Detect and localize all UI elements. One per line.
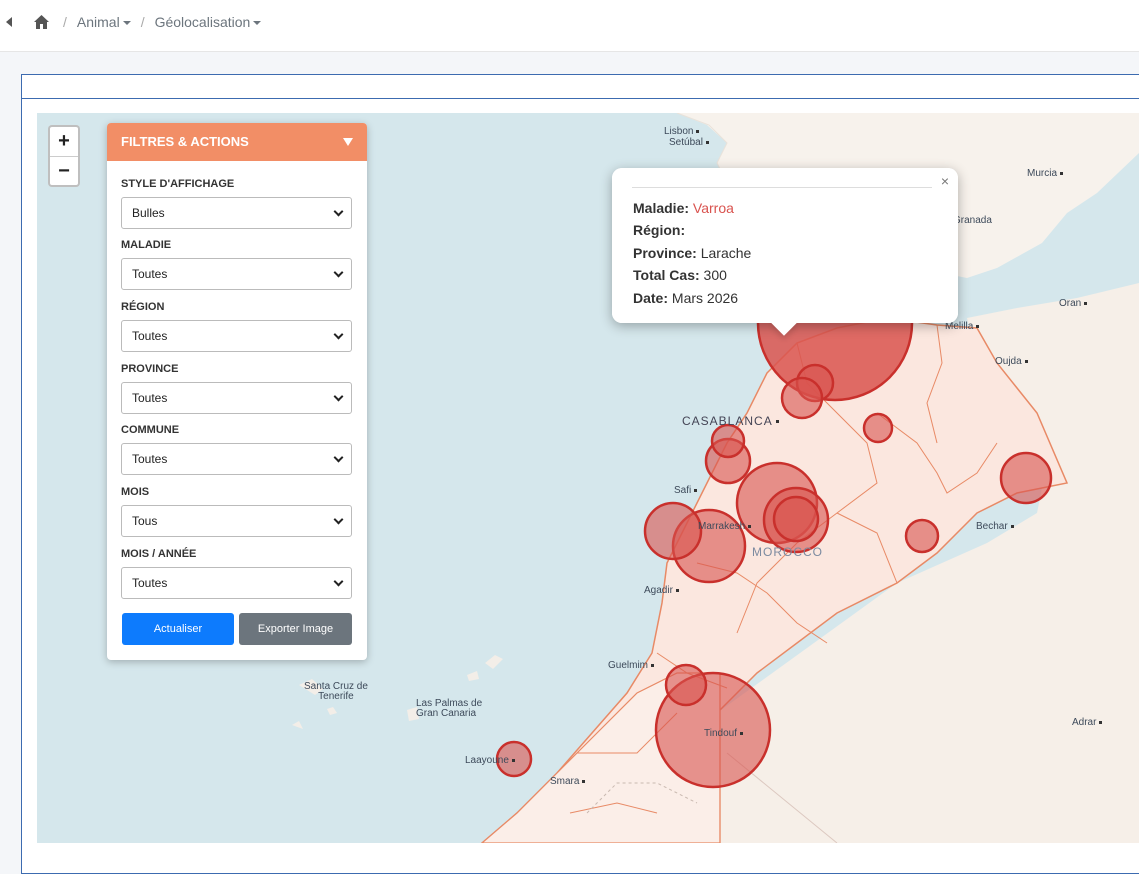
label-granada: Granada	[953, 215, 992, 226]
province-select[interactable]: Toutes	[121, 382, 352, 414]
label-adrar: Adrar	[1072, 717, 1103, 728]
case-bubble[interactable]	[643, 501, 703, 561]
label-las-palmas: Las Palmas de Gran Canaria	[416, 698, 483, 719]
filter-style: STYLE D'AFFICHAGE Bulles	[121, 178, 352, 229]
case-bubble[interactable]	[780, 376, 824, 420]
case-bubble[interactable]	[904, 518, 940, 554]
filter-mois: MOIS Tous	[121, 486, 352, 537]
popup-maladie: Maladie: Varroa	[633, 200, 734, 216]
label-oujda: Oujda	[995, 356, 1028, 367]
chevron-down-icon	[333, 267, 344, 278]
filters-panel: FILTRES & ACTIONS STYLE D'AFFICHAGE Bull…	[107, 123, 367, 660]
label-marrakesh: Marrakesh	[698, 521, 752, 532]
breadcrumb-animal[interactable]: Animal	[77, 14, 131, 30]
collapse-triangle-icon[interactable]	[343, 138, 353, 146]
filter-commune: COMMUNE Toutes	[121, 424, 352, 475]
mois-select[interactable]: Tous	[121, 505, 352, 537]
label-agadir: Agadir	[644, 585, 679, 596]
filter-mois-annee: MOIS / ANNÉE Toutes	[121, 548, 352, 599]
map-popup: × Maladie: Varroa Région: Province: Lara…	[612, 168, 958, 336]
chevron-down-icon	[333, 391, 344, 402]
region-select[interactable]: Toutes	[121, 320, 352, 352]
popup-region: Région:	[633, 222, 686, 238]
popup-total-cas: Total Cas: 300	[633, 267, 727, 283]
filter-region: RÉGION Toutes	[121, 301, 352, 352]
refresh-button[interactable]: Actualiser	[122, 613, 234, 645]
zoom-control: + −	[48, 125, 80, 187]
caret-down-icon	[253, 21, 262, 26]
label-morocco: MOROCCO	[752, 545, 823, 559]
popup-date: Date: Mars 2026	[633, 290, 739, 306]
label-bechar: Bechar	[976, 521, 1014, 532]
home-icon[interactable]	[34, 15, 49, 29]
filters-panel-header[interactable]: FILTRES & ACTIONS	[107, 123, 367, 161]
popup-province: Province: Larache	[633, 245, 752, 261]
chevron-down-icon	[333, 576, 344, 587]
mois-annee-select[interactable]: Toutes	[121, 567, 352, 599]
commune-select[interactable]: Toutes	[121, 443, 352, 475]
breadcrumb-geolocalisation[interactable]: Géolocalisation	[155, 14, 262, 30]
chevron-down-icon	[333, 452, 344, 463]
filter-province: PROVINCE Toutes	[121, 363, 352, 414]
case-bubble[interactable]	[772, 495, 820, 543]
label-oran: Oran	[1059, 298, 1088, 309]
case-bubble[interactable]	[664, 663, 708, 707]
label-lisbon: Lisbon	[664, 126, 700, 137]
label-tindouf: Tindouf	[704, 728, 743, 739]
breadcrumb: / Animal / Géolocalisation	[6, 14, 262, 30]
map-basemap	[292, 113, 1139, 843]
label-smara: Smara	[550, 776, 586, 787]
card-header	[22, 75, 1139, 99]
label-laayoune: Laayoune	[465, 755, 515, 766]
chevron-down-icon	[333, 329, 344, 340]
top-bar: / Animal / Géolocalisation	[0, 0, 1139, 52]
case-bubble[interactable]	[862, 412, 894, 444]
label-safi: Safi	[674, 485, 698, 496]
back-arrow-icon[interactable]	[6, 17, 12, 27]
maladie-select[interactable]: Toutes	[121, 258, 352, 290]
export-image-button[interactable]: Exporter Image	[239, 613, 352, 645]
zoom-out-button[interactable]: −	[50, 156, 78, 185]
filter-maladie: MALADIE Toutes	[121, 239, 352, 290]
chevron-down-icon	[333, 206, 344, 217]
label-setubal: Setúbal	[669, 137, 709, 148]
label-guelmim: Guelmim	[608, 660, 655, 671]
close-icon[interactable]: ×	[940, 173, 949, 189]
breadcrumb-separator: /	[140, 14, 145, 30]
label-casablanca: CASABLANCA	[682, 414, 779, 428]
style-select[interactable]: Bulles	[121, 197, 352, 229]
caret-down-icon	[122, 21, 131, 26]
label-murcia: Murcia	[1027, 168, 1064, 179]
case-bubble[interactable]	[710, 423, 746, 459]
case-bubble[interactable]	[999, 451, 1053, 505]
chevron-down-icon	[333, 514, 344, 525]
label-melilla: Melilla	[945, 321, 980, 332]
label-santa-cruz: Santa Cruz de Tenerife	[304, 681, 368, 702]
zoom-in-button[interactable]: +	[58, 130, 70, 152]
breadcrumb-separator: /	[63, 14, 67, 30]
